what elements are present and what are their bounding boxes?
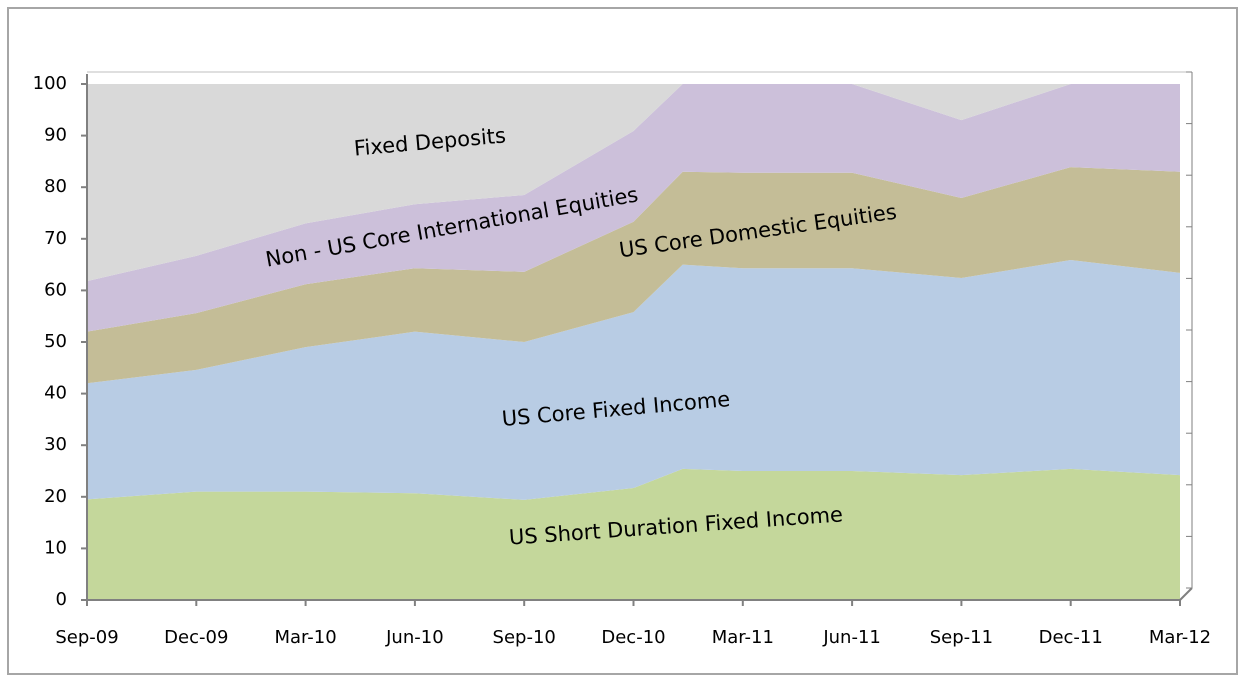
x-tick-label: Mar-12 [1149,627,1211,648]
area [87,468,1180,600]
area [87,84,1180,282]
y-tick-label: 20 [44,486,67,507]
y-tick-label: 100 [33,73,67,94]
area [87,84,1180,332]
x-tick-label: Sep-09 [55,627,118,648]
x-tick-label: Jun-11 [822,627,881,648]
x-tick-label: Mar-11 [712,627,774,648]
y-tick-label: 40 [44,383,67,404]
x-tick-label: Dec-09 [164,627,228,648]
y-tick-label: 10 [44,537,67,558]
area [87,167,1180,384]
y-tick-label: 30 [44,434,67,455]
y-tick-label: 0 [56,589,67,610]
y-tick-label: 60 [44,279,67,300]
wall-edge [1179,587,1193,601]
y-tick-label: 90 [44,125,67,146]
y-tick-label: 50 [44,331,67,352]
x-tick-label: Sep-10 [493,627,556,648]
y-tick-label: 80 [44,176,67,197]
area [87,259,1180,500]
x-tick-label: Mar-10 [274,627,336,648]
y-tick-label: 70 [44,228,67,249]
x-tick-label: Dec-11 [1039,627,1103,648]
x-tick-label: Jun-10 [385,627,444,648]
x-tick-label: Dec-10 [601,627,665,648]
x-tick-label: Sep-11 [930,627,993,648]
